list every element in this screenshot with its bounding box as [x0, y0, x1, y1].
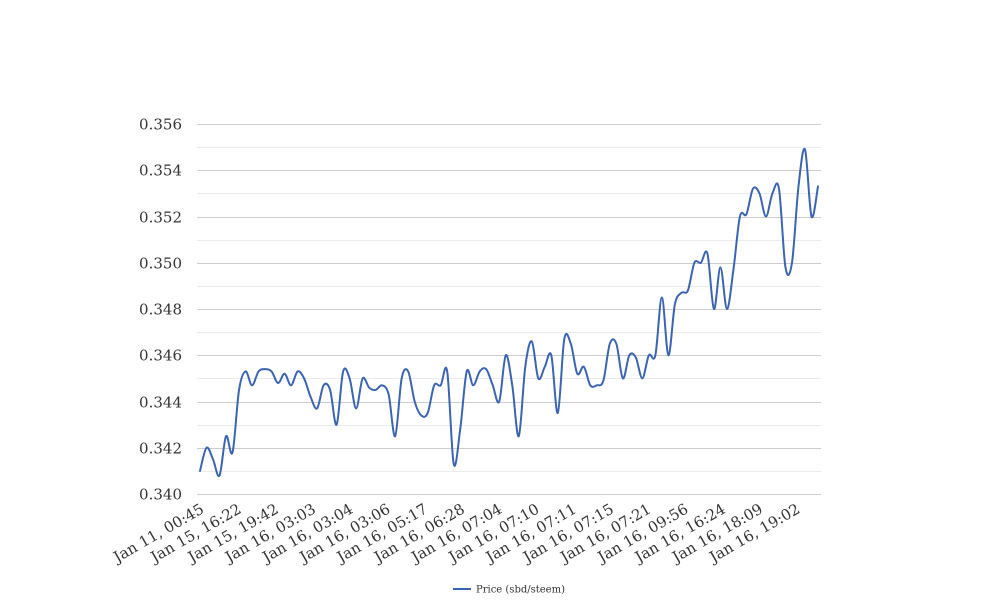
y-tick-label: 0.346: [139, 347, 182, 365]
y-tick-label: 0.342: [139, 440, 182, 458]
y-tick-label: 0.350: [139, 255, 182, 273]
gridlines: [197, 124, 821, 495]
y-tick-label: 0.354: [139, 162, 182, 180]
y-tick-label: 0.340: [139, 486, 182, 504]
legend: Price (sbd/steem): [453, 585, 565, 596]
y-tick-label: 0.344: [139, 394, 182, 412]
legend-label: Price (sbd/steem): [476, 585, 565, 596]
series-line: [199, 147, 819, 478]
y-tick-label: 0.356: [139, 116, 182, 134]
y-tick-label: 0.348: [139, 301, 182, 319]
y-tick-label: 0.352: [139, 209, 182, 227]
